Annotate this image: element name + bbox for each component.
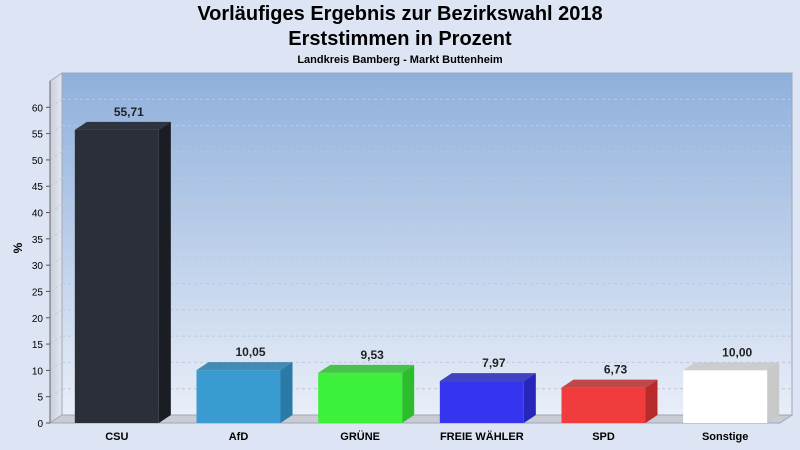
bar-top-sonstige xyxy=(683,362,780,371)
gridline-wall xyxy=(49,230,63,240)
data-label: 55,71 xyxy=(114,105,144,119)
plot-left-wall xyxy=(49,72,63,424)
y-axis-label: % xyxy=(11,242,25,253)
gridline-wall xyxy=(49,335,63,345)
y-tick-label: 50 xyxy=(32,156,44,167)
y-tick-label: 15 xyxy=(32,340,44,351)
gridline-wall xyxy=(49,388,63,398)
gridline-wall xyxy=(49,204,63,213)
bar-side-freie wähler xyxy=(523,373,536,423)
bar-top-grüne xyxy=(318,364,415,373)
gridline-wall xyxy=(49,283,63,292)
gridline-wall xyxy=(49,177,63,187)
x-tick-label: CSU xyxy=(105,431,128,443)
y-tick-label: 60 xyxy=(32,103,44,114)
data-label: 6,73 xyxy=(604,363,628,377)
gridline-wall xyxy=(49,151,63,161)
data-label: 10,00 xyxy=(722,345,752,359)
y-axis: 0 5 10 15 20 25 30 35 40 45 50 55 60 xyxy=(32,81,51,430)
bar-side-afd xyxy=(280,362,293,423)
data-label: 10,05 xyxy=(235,345,265,359)
bar-side-grüne xyxy=(402,364,415,423)
y-tick-label: 40 xyxy=(32,209,44,220)
bar-top-spd xyxy=(561,379,658,388)
data-label: 9,53 xyxy=(360,348,384,362)
bar-top-csu xyxy=(74,121,171,130)
bar-side-csu xyxy=(158,121,171,423)
labels: 55,71 CSU 10,05 AfD 9,53 GRÜNE 7,97 FREIE WÄHLE… xyxy=(105,105,752,443)
y-tick-label: 25 xyxy=(32,287,44,298)
y-tick-label: 30 xyxy=(32,261,44,272)
gridlines xyxy=(49,98,792,398)
bar-top-afd xyxy=(196,362,293,371)
y-tick-label: 20 xyxy=(32,314,44,325)
data-label: 7,97 xyxy=(482,356,506,370)
x-tick-label: GRÜNE xyxy=(340,430,380,443)
chart-title-line-2: Erststimmen in Prozent xyxy=(288,28,512,50)
gridline-wall xyxy=(49,309,63,319)
bar-csu xyxy=(74,129,159,423)
x-tick-label: AfD xyxy=(229,431,249,443)
bar-sonstige xyxy=(683,370,768,423)
gridline-wall xyxy=(49,125,63,135)
bar-freie wähler xyxy=(439,381,524,423)
chart-title-line-1: Vorläufiges Ergebnis zur Bezirkswahl 201… xyxy=(197,3,603,25)
plot-back-plane xyxy=(61,72,793,416)
x-tick-label: SPD xyxy=(592,431,615,443)
gridline-wall xyxy=(49,98,63,108)
chart-subtitle: Landkreis Bamberg - Markt Buttenheim xyxy=(297,54,503,66)
y-tick-label: 5 xyxy=(37,393,43,404)
bar-top-freie wähler xyxy=(439,373,536,382)
bar-spd xyxy=(561,387,646,423)
y-tick-label: 45 xyxy=(32,182,44,193)
gridline-wall xyxy=(49,361,63,371)
y-tick-label: 35 xyxy=(32,235,44,246)
y-tick-label: 55 xyxy=(32,130,44,141)
y-tick-label: 10 xyxy=(32,366,44,377)
bar-grüne xyxy=(318,372,403,423)
bars xyxy=(74,121,780,423)
bar-afd xyxy=(196,370,281,423)
bar-side-spd xyxy=(645,379,658,423)
gridline-wall xyxy=(49,256,63,266)
x-tick-label: Sonstige xyxy=(702,431,748,443)
y-tick-label: 0 xyxy=(37,419,43,430)
x-tick-label: FREIE WÄHLER xyxy=(440,430,524,443)
bar-side-sonstige xyxy=(767,362,780,423)
